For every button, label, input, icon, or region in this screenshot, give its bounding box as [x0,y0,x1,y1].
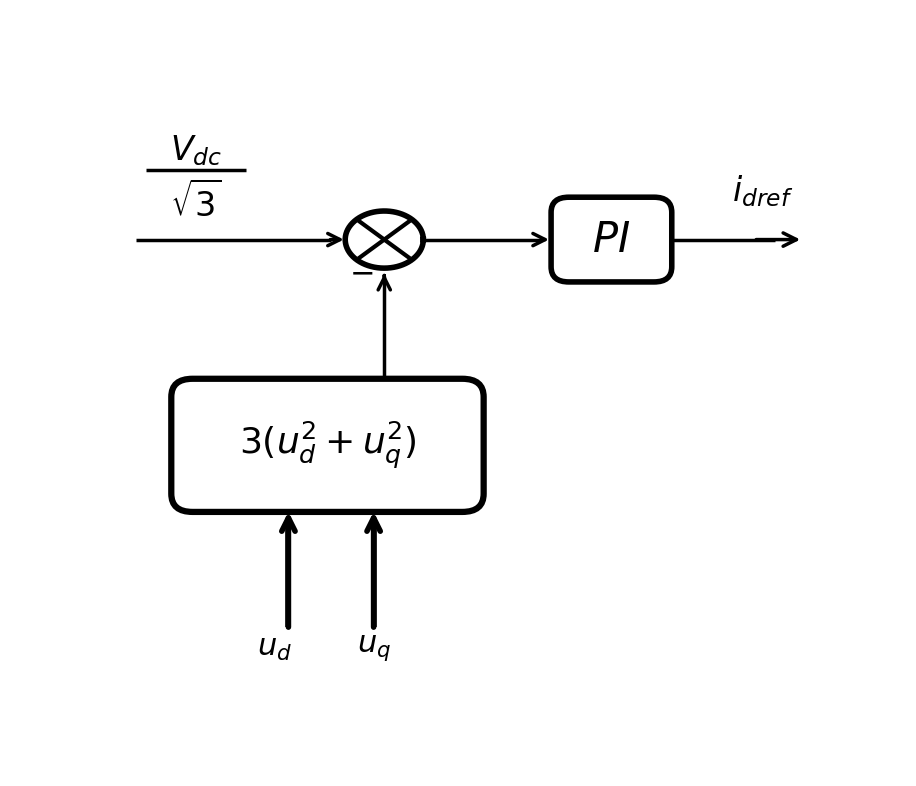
FancyBboxPatch shape [171,379,484,512]
Text: $u_q$: $u_q$ [356,634,390,663]
Text: $\mathit{PI}$: $\mathit{PI}$ [593,219,630,261]
Text: $\sqrt{3}$: $\sqrt{3}$ [170,182,222,224]
Text: $u_d$: $u_d$ [256,634,291,663]
Text: $-$: $-$ [349,259,374,288]
Text: $3(u_d^2+u_q^2)$: $3(u_d^2+u_q^2)$ [239,420,416,471]
FancyBboxPatch shape [551,197,671,282]
Text: $V_{dc}$: $V_{dc}$ [170,134,223,168]
Text: $i_{dref}$: $i_{dref}$ [732,173,793,209]
